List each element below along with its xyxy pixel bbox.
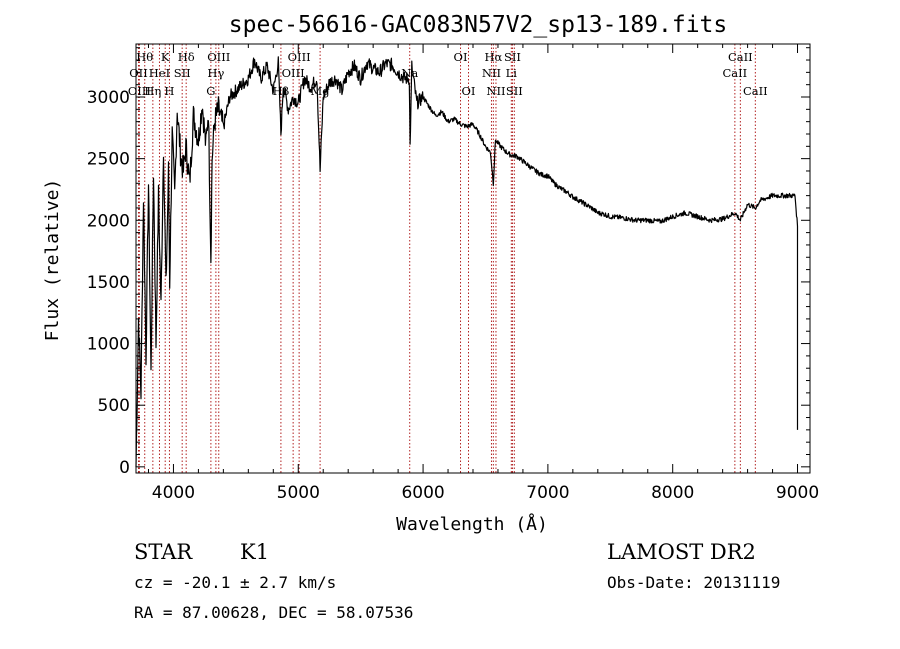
line-label-9: G (206, 84, 215, 98)
emission-line-labels: OIIOIIIHθHηHeIKHSIIHδGHγOIIIHβOIIIOIIIMg… (128, 50, 768, 98)
line-label-21: NII (486, 84, 505, 98)
y-tick-label: 1500 (87, 273, 130, 293)
line-label-2: Hθ (136, 50, 153, 64)
coordinates: RA = 87.00628, DEC = 58.07536 (134, 603, 414, 622)
object-subclass: K1 (240, 540, 270, 564)
emission-line-markers (137, 44, 756, 473)
line-label-10: Hγ (207, 66, 224, 80)
y-axis: 0 500 1000 1500 2000 2500 3000 (87, 47, 810, 478)
chart-title: spec-56616-GAC083N57V2_sp13-189.fits (229, 12, 728, 38)
x-tick-label: 4000 (152, 483, 195, 503)
spectrum-line (135, 56, 799, 468)
y-tick-label: 0 (119, 458, 130, 478)
line-label-11: OIII (207, 50, 230, 64)
line-label-23: SII (504, 50, 521, 64)
line-label-12: Hβ (273, 84, 290, 98)
y-axis-label: Flux (relative) (42, 179, 63, 342)
line-label-0: OII (129, 66, 148, 80)
observation-date: Obs-Date: 20131119 (607, 573, 781, 592)
line-label-24: SII (506, 84, 523, 98)
y-tick-label: 1000 (87, 335, 130, 355)
line-label-26: CaII (728, 50, 753, 64)
y-tick-label: 500 (98, 396, 130, 416)
redshift-value: cz = -20.1 ± 2.7 km/s (134, 573, 337, 592)
line-label-1: OIII (128, 84, 151, 98)
x-tick-label: 8000 (651, 483, 694, 503)
x-tick-label: 9000 (776, 483, 819, 503)
y-tick-label: 3000 (87, 88, 130, 108)
line-label-22: Li (506, 66, 518, 80)
x-tick-label: 5000 (277, 483, 320, 503)
line-label-20: Hα (484, 50, 502, 64)
x-tick-label: 7000 (526, 483, 569, 503)
line-label-5: K (161, 50, 170, 64)
line-label-7: SII (174, 66, 191, 80)
line-label-8: Hδ (178, 50, 195, 64)
line-label-13: OIII (282, 66, 305, 80)
survey-name: LAMOST DR2 (607, 540, 756, 564)
object-class: STAR (134, 540, 193, 564)
line-label-6: H (164, 84, 174, 98)
line-label-27: CaII (743, 84, 768, 98)
y-tick-label: 2000 (87, 211, 130, 231)
line-label-17: OI (454, 50, 468, 64)
x-tick-label: 6000 (401, 483, 444, 503)
y-tick-label: 2500 (87, 150, 130, 170)
x-axis-label: Wavelength (Å) (396, 513, 548, 535)
line-label-4: HeI (149, 66, 170, 80)
line-label-3: Hη (144, 84, 161, 98)
x-axis: 4000 5000 6000 7000 8000 9000 (147, 44, 819, 503)
plot-frame (135, 43, 811, 474)
line-label-25: CaII (722, 66, 747, 80)
line-label-19: NII (482, 66, 501, 80)
line-label-14: OIII (288, 50, 311, 64)
line-label-18: OI (462, 84, 476, 98)
